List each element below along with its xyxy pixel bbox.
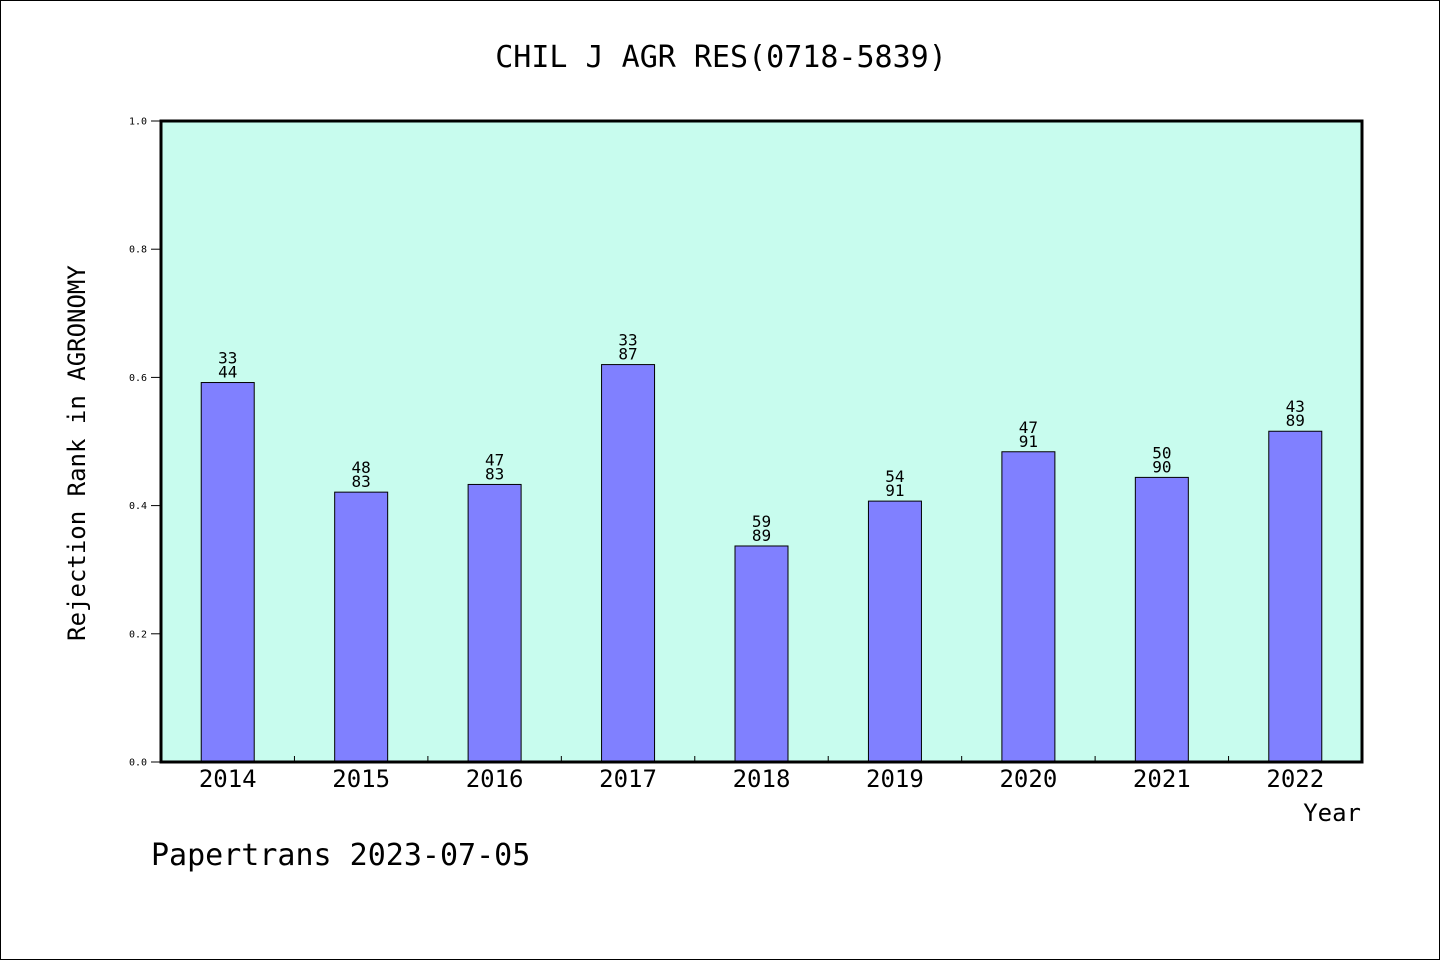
- bar-label-bottom: 83: [352, 472, 371, 491]
- y-tick-label: 0.4: [129, 501, 147, 512]
- footer-text: Papertrans 2023-07-05: [151, 838, 530, 873]
- bars: [200, 364, 1323, 763]
- bar-label-top: 33: [218, 349, 237, 368]
- x-tick-label: 2018: [733, 765, 791, 793]
- bar-label-top: 43: [1286, 397, 1305, 416]
- chart-title: CHIL J AGR RES(0718-5839): [495, 40, 947, 75]
- plot-border: [159, 119, 1364, 764]
- x-tick-label: 2022: [1266, 765, 1324, 793]
- bar-label-top: 33: [618, 331, 637, 350]
- bar-2020: [1001, 451, 1056, 763]
- bar-2018: [734, 545, 789, 763]
- y-tick-label: 0.0: [129, 758, 147, 769]
- bar-label-bottom: 83: [485, 464, 504, 483]
- bar-label-bottom: 90: [1152, 457, 1171, 476]
- bar-label-bottom: 91: [885, 481, 904, 500]
- bar-label-bottom: 89: [752, 526, 771, 545]
- bar-2021: [1134, 476, 1189, 763]
- bar-2022: [1268, 430, 1323, 763]
- bar-label-top: 48: [352, 458, 371, 477]
- x-tick-label: 2016: [466, 765, 524, 793]
- x-tick-label: 2014: [199, 765, 257, 793]
- x-tick-label: 2020: [999, 765, 1057, 793]
- y-tick-label: 0.6: [129, 373, 147, 384]
- x-tick-label: 2021: [1133, 765, 1191, 793]
- x-axis-ticks: 2014 2015 2016 2017 2018 2019 2020 2021 2022: [199, 756, 1324, 793]
- x-tick-label: 2015: [332, 765, 390, 793]
- bar-2017: [601, 364, 656, 763]
- bar-2014: [200, 382, 255, 763]
- bar-label-top: 54: [885, 467, 904, 486]
- bar-label-bottom: 44: [218, 363, 237, 382]
- x-tick-label: 2019: [866, 765, 924, 793]
- bar-label-top: 50: [1152, 443, 1171, 462]
- bar-label-bottom: 91: [1019, 432, 1038, 451]
- bar-label-top: 47: [1019, 418, 1038, 437]
- y-tick-label: 0.8: [129, 245, 147, 256]
- bar-2016: [467, 483, 522, 763]
- bar-label-bottom: 89: [1286, 411, 1305, 430]
- y-axis-ticks: 0.0 0.2 0.4 0.6 0.8 1.0: [129, 117, 161, 769]
- x-tick-label: 2017: [599, 765, 657, 793]
- y-axis-label: Rejection Rank in AGRONOMY: [63, 265, 91, 641]
- x-axis-label: Year: [1303, 799, 1361, 827]
- bar-label-top: 47: [485, 450, 504, 469]
- bar-label-bottom: 87: [618, 345, 637, 364]
- bar-2015: [334, 491, 389, 763]
- bar-label-top: 59: [752, 512, 771, 531]
- y-tick-label: 0.2: [129, 629, 147, 640]
- y-tick-label: 1.0: [129, 117, 147, 128]
- bar-2019: [867, 500, 922, 763]
